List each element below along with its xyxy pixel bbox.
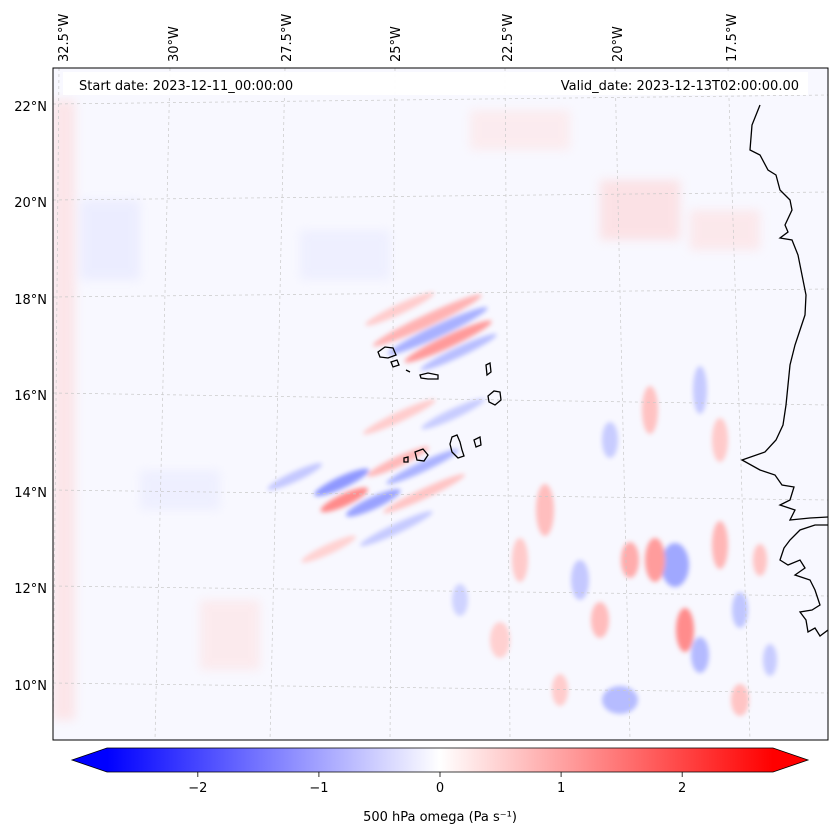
colorbar: −2 −1 0 1 2 500 hPa omega (Pa s⁻¹) bbox=[70, 747, 810, 825]
wave-train bbox=[267, 292, 497, 563]
colorbar-low-extend bbox=[72, 748, 107, 772]
lon-label: 20°W bbox=[611, 26, 626, 62]
colorbar-ticks: −2 −1 0 1 2 bbox=[188, 772, 686, 796]
header-box bbox=[63, 72, 808, 95]
longitude-labels: 32.5°W 30°W 27.5°W 25°W 22.5°W 20°W 17.5… bbox=[57, 14, 740, 62]
colorbar-body bbox=[107, 748, 773, 772]
latitude-labels: 22°N 20°N 18°N 16°N 14°N 12°N 10°N bbox=[14, 100, 47, 694]
colorbar-tick-label: −1 bbox=[309, 781, 328, 796]
island-fogo bbox=[414, 448, 429, 462]
gridlines bbox=[53, 68, 828, 740]
lat-label: 20°N bbox=[14, 196, 47, 211]
island-sao-vicente bbox=[390, 359, 400, 368]
lat-label: 16°N bbox=[14, 389, 47, 404]
valid-date-label: Valid_date: 2023-12-13T02:00:00.00 bbox=[561, 79, 799, 94]
island-santiago bbox=[449, 434, 465, 459]
lat-label: 10°N bbox=[14, 679, 47, 694]
omega-field bbox=[53, 100, 777, 720]
colorbar-tick-label: 0 bbox=[436, 781, 444, 796]
island-santo-antao bbox=[377, 346, 397, 359]
lat-label: 18°N bbox=[14, 293, 47, 308]
island-santa-luzia bbox=[405, 369, 411, 373]
colorbar-high-extend bbox=[773, 748, 808, 772]
island-sao-nicolau bbox=[419, 372, 439, 380]
map-frame bbox=[52, 67, 829, 741]
lon-label: 22.5°W bbox=[501, 14, 516, 62]
island-boa-vista bbox=[487, 390, 502, 406]
island-sal bbox=[485, 362, 492, 377]
colorbar-tick-label: −2 bbox=[188, 781, 207, 796]
lon-label: 17.5°W bbox=[725, 14, 740, 62]
colorbar-outline bbox=[70, 747, 810, 773]
start-date-label: Start date: 2023-12-11_00:00:00 bbox=[79, 79, 293, 94]
broad-anomalies bbox=[53, 100, 760, 720]
lon-label: 27.5°W bbox=[280, 14, 295, 62]
colorbar-tick-label: 2 bbox=[678, 781, 686, 796]
lat-label: 14°N bbox=[14, 486, 47, 501]
lat-label: 22°N bbox=[14, 100, 47, 115]
lon-label: 25°W bbox=[389, 26, 404, 62]
africa-coastline bbox=[740, 104, 828, 521]
africa-coastline-south bbox=[779, 524, 828, 637]
lat-label: 12°N bbox=[14, 582, 47, 597]
colorbar-label: 500 hPa omega (Pa s⁻¹) bbox=[363, 810, 517, 825]
coastlines bbox=[377, 104, 828, 637]
map-panel: Start date: 2023-12-11_00:00:00 Valid_da… bbox=[52, 67, 829, 741]
colorbar-tick-label: 1 bbox=[557, 781, 565, 796]
island-brava bbox=[403, 456, 409, 463]
southeast-anomalies bbox=[452, 366, 777, 716]
lon-label: 32.5°W bbox=[57, 14, 72, 62]
lon-label: 30°W bbox=[167, 26, 182, 62]
map-background bbox=[53, 68, 828, 740]
island-maio bbox=[473, 436, 482, 448]
